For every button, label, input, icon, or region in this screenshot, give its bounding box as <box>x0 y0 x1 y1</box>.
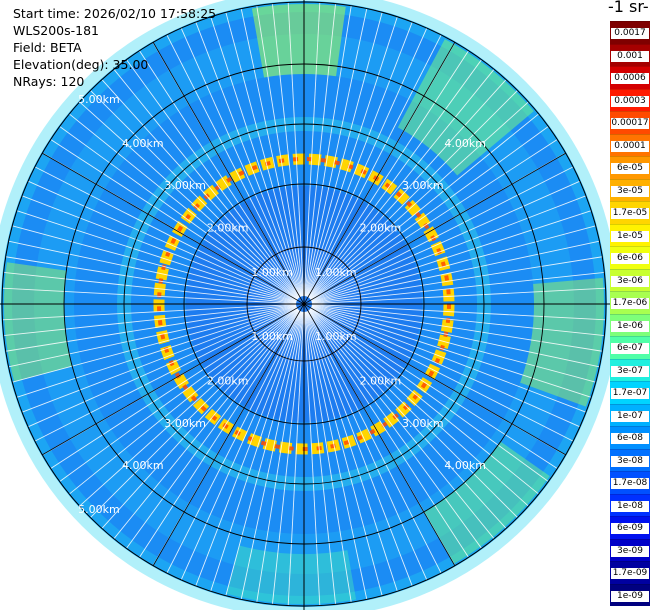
start-time-label: Start time: 2026/02/10 17:58:25 <box>13 6 217 21</box>
colorbar-cell: 3e-07 <box>610 358 650 381</box>
colorbar-cell: 6e-05 <box>610 156 650 179</box>
colorbar-tick-label: 6e-09 <box>611 523 649 534</box>
colorbar-tick-label: 3e-07 <box>611 365 649 377</box>
sector-patch <box>520 277 604 407</box>
colorbar-tick-label: 0.00017 <box>611 118 649 129</box>
colorbar-cell: 0.0003 <box>610 88 650 111</box>
colorbar-cell: 3e-09 <box>610 538 650 561</box>
colorbar-cell: 0.001 <box>610 43 650 66</box>
colorbar-tick-label: 1e-09 <box>611 590 649 602</box>
colorbar-tick-label: 1e-05 <box>611 230 649 242</box>
colorbar-tick-label: 3e-05 <box>611 185 649 197</box>
colorbar-tick-label: 3e-06 <box>611 275 649 287</box>
ring-label: 2.00km <box>207 374 249 387</box>
colorbar-tick-label: 1.7e-07 <box>611 388 649 399</box>
instrument-label: WLS200s-181 <box>13 23 99 38</box>
ring-label: 3.00km <box>402 417 444 430</box>
colorbar-tick-label: 3e-08 <box>611 455 649 467</box>
colorbar-cell: 3e-08 <box>610 448 650 471</box>
ring-label: 3.00km <box>402 179 444 192</box>
colorbar-tick-label: 0.0006 <box>611 73 649 84</box>
colorbar-tick-label: 6e-06 <box>611 253 649 264</box>
colorbar-cell: 0.0001 <box>610 133 650 156</box>
colorbar-cell: 6e-08 <box>610 426 650 449</box>
colorbar-cell: 1e-08 <box>610 493 650 516</box>
colorbar-tick-label: 1e-07 <box>611 410 649 422</box>
colorbar-cell: 1e-06 <box>610 313 650 336</box>
colorbar: 0.0017 0.001 0.0006 0.0003 0.00017 0.0001 6e-0… <box>610 21 650 607</box>
ring-label: 2.00km <box>207 222 249 235</box>
ring-label: 5.00km <box>78 93 120 106</box>
ring-label: 2.00km <box>360 222 402 235</box>
colorbar-tick-label: 6e-07 <box>611 343 649 354</box>
colorbar-cell: 1e-07 <box>610 403 650 426</box>
ring-label: 5.00km <box>78 503 120 516</box>
colorbar-tick-label: 0.001 <box>611 50 649 62</box>
ring-label: 4.00km <box>122 459 164 472</box>
sector-patch <box>3 262 73 382</box>
colorbar-tick-label: 1e-06 <box>611 320 649 332</box>
ring-label: 1.00km <box>251 330 293 343</box>
colorbar-tick-label: 1.7e-08 <box>611 478 649 489</box>
sector-patch <box>424 441 550 564</box>
ring-label: 4.00km <box>444 459 486 472</box>
colorbar-cell: 6e-07 <box>610 336 650 359</box>
colorbar-title: -1 sr- <box>608 0 649 16</box>
colorbar-tick-label: 1.7e-09 <box>611 568 649 579</box>
ring-label: 4.00km <box>444 137 486 150</box>
colorbar-cell: 1.7e-07 <box>610 381 650 404</box>
ring-label: 1.00km <box>315 266 357 279</box>
colorbar-cell: 3e-06 <box>610 268 650 291</box>
field-label: Field: BETA <box>13 40 82 55</box>
colorbar-tick-label: 1.7e-06 <box>611 298 649 309</box>
ring-label: 1.00km <box>315 330 357 343</box>
colorbar-tick-label: 6e-05 <box>611 163 649 174</box>
ppi-plot: 1.00km 1.00km 1.00km 1.00km 2.00km 2.00km 2.00… <box>0 0 610 610</box>
colorbar-cell: 1.7e-08 <box>610 471 650 494</box>
colorbar-tick-label: 1.7e-05 <box>611 208 649 219</box>
colorbar-cell: 0.00017 <box>610 111 650 134</box>
colorbar-cell: 0.0006 <box>610 66 650 89</box>
colorbar-tick-label: 0.0003 <box>611 95 649 107</box>
colorbar-cell: 1.7e-09 <box>610 561 650 584</box>
colorbar-cell: 1.7e-05 <box>610 201 650 224</box>
ring-label: 3.00km <box>164 417 206 430</box>
elevation-label: Elevation(deg): 35.00 <box>13 57 149 72</box>
polar-grid <box>0 0 610 610</box>
colorbar-tick-label: 0.0001 <box>611 140 649 152</box>
colorbar-tick-label: 3e-09 <box>611 545 649 557</box>
colorbar-cell: 3e-05 <box>610 178 650 201</box>
colorbar-cell: 1e-09 <box>610 583 650 606</box>
colorbar-tick-label: 1e-08 <box>611 500 649 512</box>
sector-patch <box>251 3 346 78</box>
ring-label: 3.00km <box>164 179 206 192</box>
ring-labels: 1.00km 1.00km 1.00km 1.00km 2.00km 2.00km 2.00… <box>78 93 486 516</box>
ring-label: 1.00km <box>251 266 293 279</box>
colorbar-cell: 0.0017 <box>610 21 650 44</box>
colorbar-cell: 6e-09 <box>610 516 650 539</box>
nrays-label: NRays: 120 <box>13 74 85 89</box>
colorbar-cell: 1.7e-06 <box>610 291 650 314</box>
ring-label: 4.00km <box>122 137 164 150</box>
sector-patch <box>397 39 534 176</box>
ring-label: 2.00km <box>360 374 402 387</box>
colorbar-tick-label: 0.0017 <box>611 28 649 39</box>
colorbar-cell: 1e-05 <box>610 223 650 246</box>
colorbar-tick-label: 6e-08 <box>611 433 649 444</box>
colorbar-cell: 6e-06 <box>610 246 650 269</box>
